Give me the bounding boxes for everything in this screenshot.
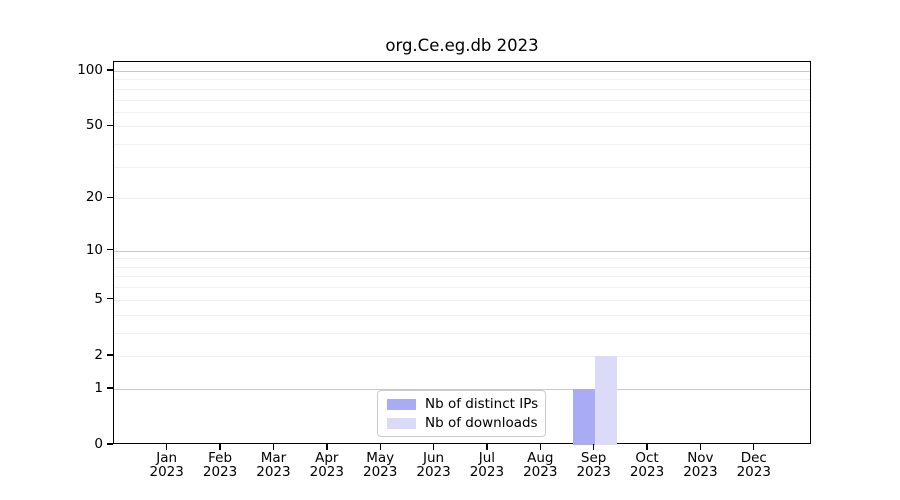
x-tick-mark [699,444,702,450]
x-tick-mark [486,444,488,450]
y-tick-label: 50 [85,117,103,134]
legend-swatch-downloads [387,417,416,429]
y-tick-mark [107,69,113,71]
minor-gridline [114,314,810,316]
x-tick-mark [166,444,168,450]
minor-gridline [114,198,810,200]
y-tick-label: 0 [94,436,103,452]
minor-gridline [114,88,810,90]
x-tick-mark [432,444,435,450]
x-tick-label: Aug 2023 [523,450,558,480]
y-tick-mark [107,354,113,356]
minor-gridline [114,258,810,260]
y-tick-label: 10 [85,241,103,258]
x-tick-label: Jan 2023 [149,450,184,480]
x-tick-mark [326,444,328,450]
major-gridline [114,250,810,252]
x-tick-mark [593,444,595,450]
y-tick-mark [107,196,113,198]
minor-gridline [114,111,810,113]
minor-gridline [114,276,810,278]
plot-area [113,61,811,445]
minor-gridline [114,166,810,168]
x-tick-label: Jun 2023 [416,450,451,480]
x-tick-label: Sep 2023 [576,450,611,480]
bar-nb-of-downloads [594,355,617,445]
x-tick-mark [753,444,755,450]
bar-nb-of-distinct-ips [572,388,595,445]
legend-swatch-distinct-ips [387,398,416,410]
legend-label-distinct-ips: Nb of distinct IPs [425,396,539,412]
x-tick-label: Jul 2023 [469,450,505,480]
x-tick-label: Apr 2023 [309,450,344,480]
y-tick-label: 1 [94,379,103,396]
x-tick-mark [219,444,221,450]
y-tick-mark [107,387,113,389]
legend-item-downloads: Nb of downloads [387,415,538,431]
minor-gridline [114,79,810,81]
y-tick-mark [107,298,113,300]
y-tick-label: 5 [94,290,103,307]
minor-gridline [114,299,810,301]
major-gridline [114,388,810,391]
x-tick-label: Feb 2023 [202,450,238,480]
legend: Nb of distinct IPs Nb of downloads [377,390,546,437]
legend-item-distinct-ips: Nb of distinct IPs [387,396,539,412]
x-tick-label: Nov 2023 [683,450,718,480]
y-tick-mark [107,249,113,251]
y-tick-label: 2 [94,346,103,363]
major-gridline [114,71,810,73]
x-tick-mark [539,444,541,450]
minor-gridline [114,144,810,146]
y-tick-label: 20 [85,189,103,206]
minor-gridline [114,332,810,334]
minor-gridline [114,287,810,289]
minor-gridline [114,355,810,357]
x-tick-mark [646,444,648,450]
x-tick-label: Dec 2023 [736,450,771,480]
minor-gridline [114,266,810,268]
chart-title: org.Ce.eg.db 2023 [385,36,539,55]
x-tick-mark [272,444,275,450]
x-tick-label: Mar 2023 [256,450,291,480]
x-tick-mark [379,444,381,450]
minor-gridline [114,126,810,128]
minor-gridline [114,99,810,101]
y-tick-mark [107,443,113,445]
x-tick-label: May 2023 [362,450,398,480]
y-tick-label: 100 [77,62,103,78]
legend-label-downloads: Nb of downloads [425,415,538,431]
x-tick-label: Oct 2023 [629,450,665,480]
y-tick-mark [107,124,113,127]
